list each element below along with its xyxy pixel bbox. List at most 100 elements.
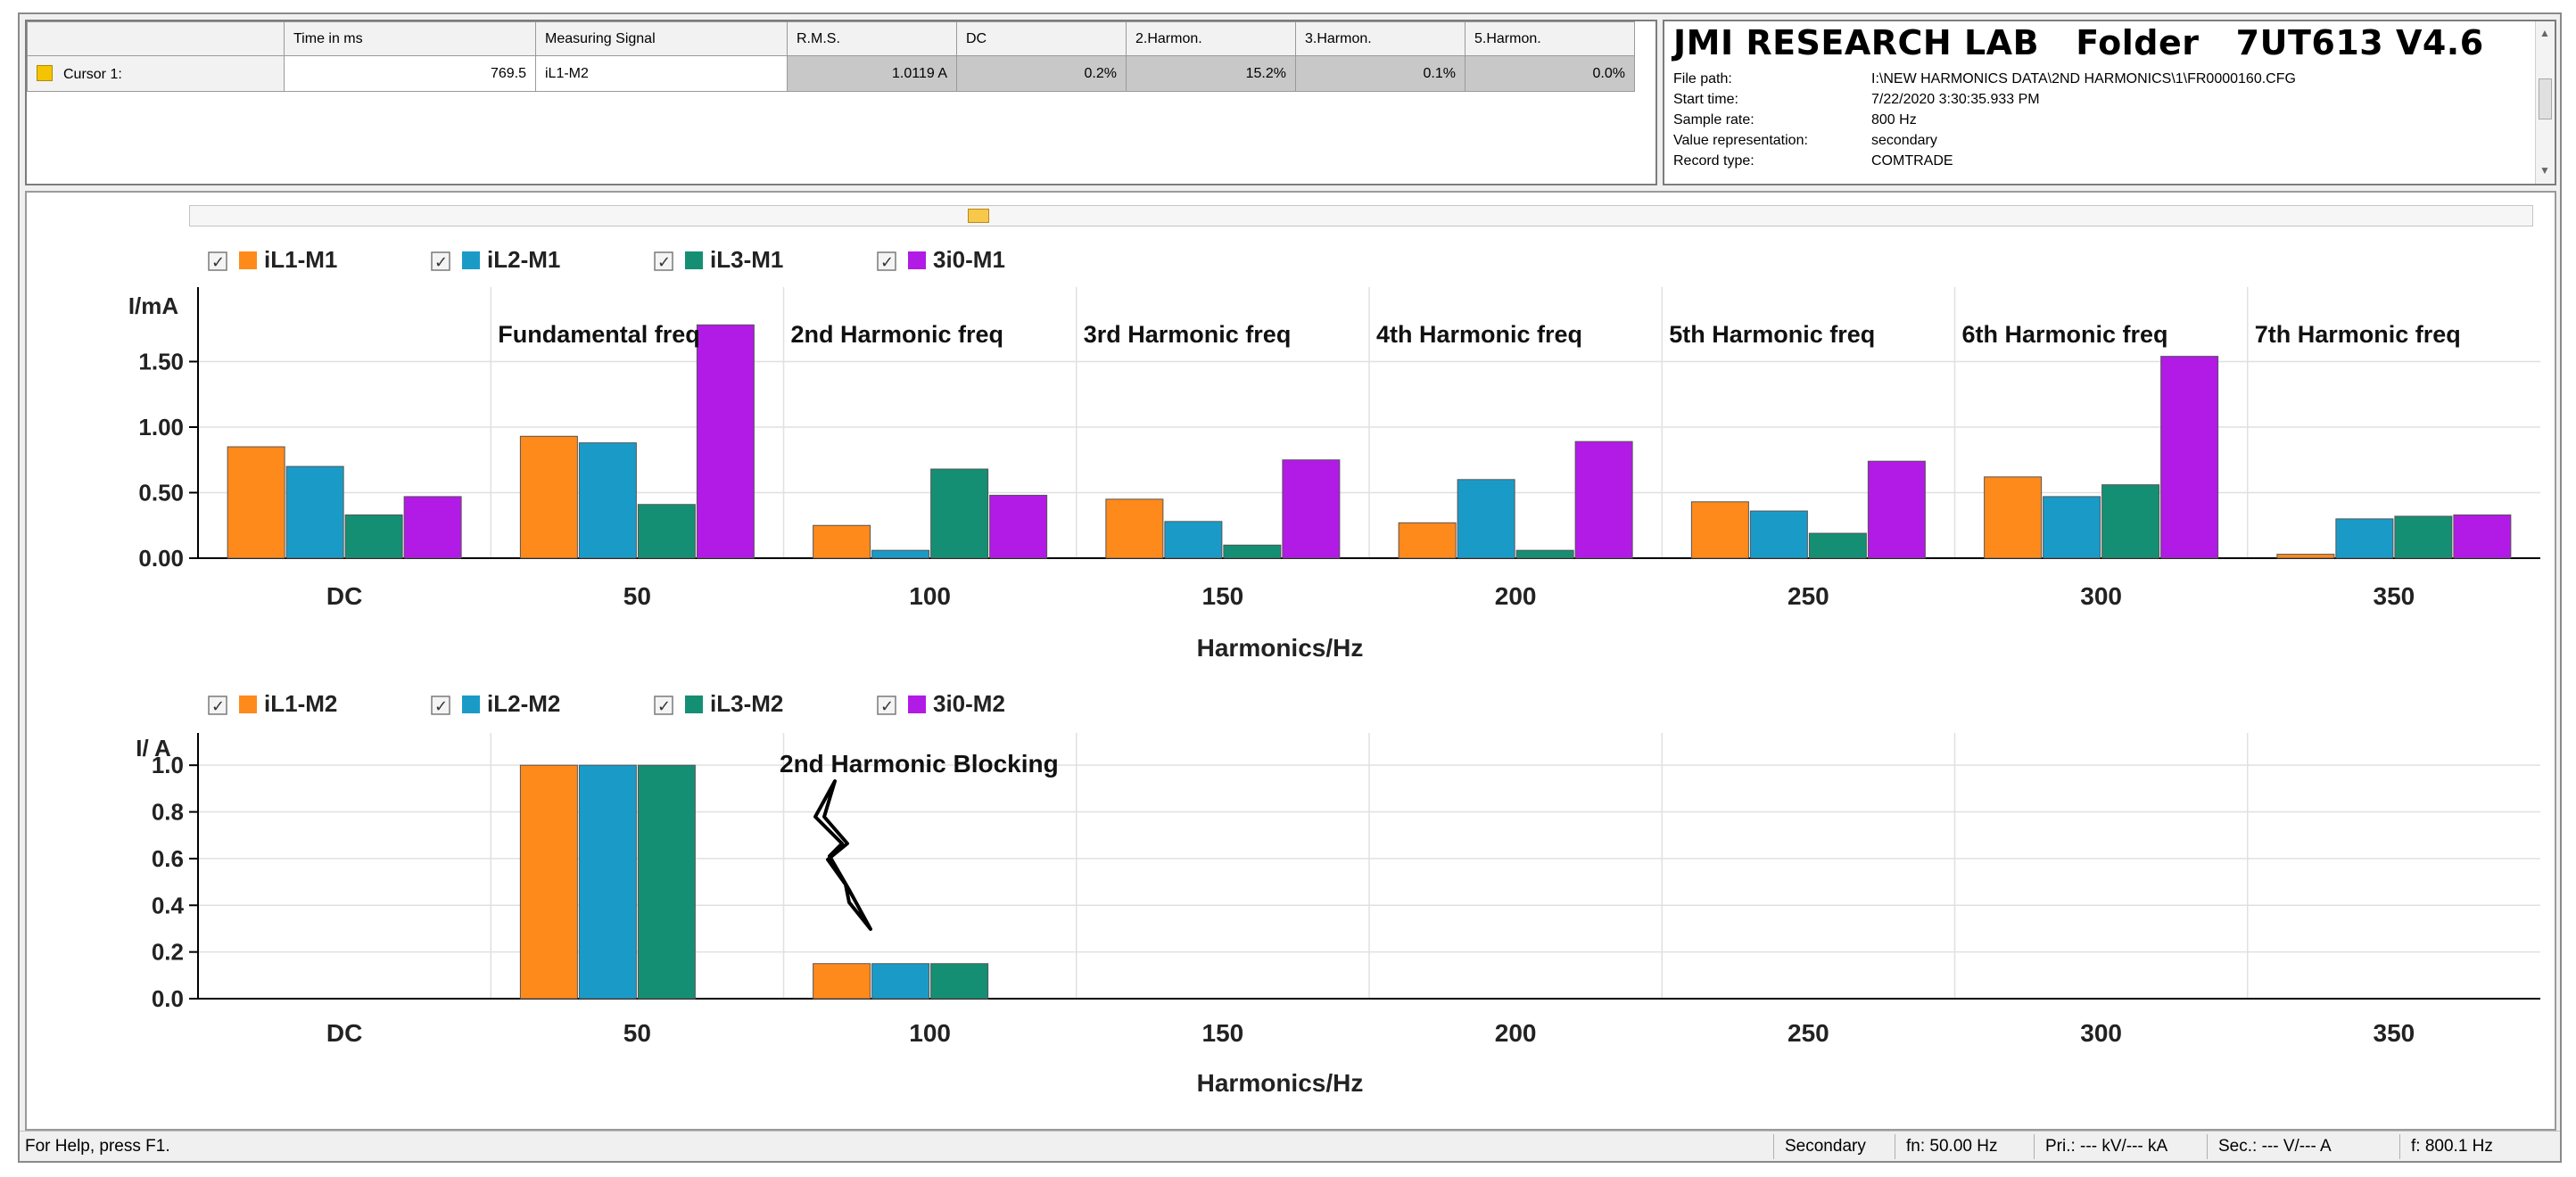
legend-label: iL3-M2	[710, 690, 783, 717]
legend-label: iL3-M1	[710, 246, 783, 273]
bar-il2-m2-100	[871, 963, 930, 1000]
scroll-down-arrow-icon[interactable]: ▼	[2539, 164, 2550, 177]
bar-il2-m1-300	[2043, 496, 2101, 559]
legend-checkbox[interactable]	[877, 251, 896, 271]
checkmark-icon: ✓	[211, 697, 225, 715]
x-category-label: 200	[1495, 1019, 1537, 1047]
checkmark-icon: ✓	[434, 253, 448, 271]
time-cursor-handle[interactable]	[968, 209, 989, 223]
bar-3i0-m1-50	[696, 324, 755, 559]
bar-il1-m1-100	[813, 524, 871, 559]
y-tick-label: 0.4	[152, 892, 185, 918]
col-header-time[interactable]: Time in ms	[284, 21, 536, 56]
legend-swatch	[462, 251, 480, 269]
bar-il2-m1-350	[2335, 518, 2394, 559]
cursor-row[interactable]: Cursor 1: 769.5 iL1-M2 1.0119 A 0.2% 15.…	[27, 55, 1635, 92]
info-value: 7/22/2020 3:30:35.933 PM	[1871, 92, 2040, 107]
group-label: 2nd Harmonic freq	[791, 321, 1004, 348]
bar-3i0-m1-100	[989, 494, 1048, 559]
cursor-rms-cell: 1.0119 A	[787, 55, 957, 92]
info-scrollbar[interactable]: ▲ ▼	[2535, 21, 2555, 184]
col-header-rms[interactable]: R.M.S.	[787, 21, 957, 56]
y-axis-label: I/ A	[136, 735, 171, 761]
legend-label: iL1-M1	[264, 246, 337, 273]
info-value: 800 Hz	[1871, 112, 1917, 128]
legend-swatch	[908, 696, 926, 713]
bar-il2-m1-150	[1164, 521, 1223, 559]
x-category-label: 150	[1202, 582, 1244, 610]
legend-swatch	[685, 251, 703, 269]
legend-item-il1-m1[interactable]: ✓ iL1-M1	[208, 246, 337, 273]
chart-panel-2: ✓ iL1-M2 ✓ iL2-M2 ✓ iL3-M2 ✓ 3i0-M2 0.0 0.2 0.4 0.6…	[136, 690, 2540, 1093]
time-scrollbar[interactable]	[189, 205, 2533, 226]
x-category-label: 150	[1202, 1019, 1244, 1047]
scroll-up-arrow-icon[interactable]: ▲	[2539, 27, 2550, 39]
col-header-signal[interactable]: Measuring Signal	[535, 21, 788, 56]
legend-item-il3-m1[interactable]: ✓ iL3-M1	[654, 246, 783, 273]
info-scrollbar-thumb[interactable]	[2539, 78, 2552, 119]
legend-item-il2-m1[interactable]: ✓ iL2-M1	[431, 246, 560, 273]
bar-il3-m1-50	[637, 504, 696, 559]
cursor-dc-cell: 0.2%	[956, 55, 1127, 92]
legend-item-il1-m2[interactable]: ✓ iL1-M2	[208, 690, 337, 717]
legend-checkbox[interactable]	[654, 251, 673, 271]
info-key: Record type:	[1673, 153, 1754, 169]
bar-3i0-m1-200	[1574, 440, 1633, 559]
checkmark-icon: ✓	[880, 253, 894, 271]
legend-checkbox[interactable]	[208, 696, 227, 715]
record-title: JMI RESEARCH LAB Folder 7UT613 V4.6	[1673, 23, 2484, 62]
application-window: Time in ms Measuring Signal R.M.S. DC 2.…	[18, 12, 2562, 1163]
legend-swatch	[239, 696, 257, 713]
legend-checkbox[interactable]	[431, 251, 450, 271]
status-help-text: For Help, press F1.	[25, 1137, 170, 1156]
y-tick-label: 0.8	[152, 799, 184, 826]
x-category-label: DC	[326, 1019, 362, 1047]
x-category-label: 250	[1788, 582, 1829, 610]
col-header-h5[interactable]: 5.Harmon.	[1465, 21, 1635, 56]
record-info-pane: JMI RESEARCH LAB Folder 7UT613 V4.6 File…	[1663, 20, 2556, 185]
y-tick-label: 0.50	[138, 480, 184, 506]
bar-il3-m1-150	[1223, 544, 1282, 559]
cursor-h5-cell: 0.0%	[1465, 55, 1635, 92]
legend-item-il2-m2[interactable]: ✓ iL2-M2	[431, 690, 560, 717]
cursor-row-label-cell[interactable]: Cursor 1:	[27, 55, 285, 92]
bar-il3-m1-300	[2101, 484, 2160, 559]
cursor-color-swatch	[37, 64, 53, 81]
legend-item-3i0-m1[interactable]: ✓ 3i0-M1	[877, 246, 1005, 273]
bar-il3-m1-100	[930, 468, 989, 559]
status-bar: For Help, press F1. Secondary fn: 50.00 …	[20, 1131, 2560, 1161]
group-label: 4th Harmonic freq	[1376, 321, 1582, 348]
col-header-h3[interactable]: 3.Harmon.	[1295, 21, 1466, 56]
bar-il1-m1-250	[1690, 501, 1749, 559]
legend-checkbox[interactable]	[431, 696, 450, 715]
bar-il3-m1-350	[2394, 515, 2453, 559]
x-category-label: 100	[909, 582, 951, 610]
col-header-h2[interactable]: 2.Harmon.	[1126, 21, 1296, 56]
legend-checkbox[interactable]	[877, 696, 896, 715]
cursor-table-pane: Time in ms Measuring Signal R.M.S. DC 2.…	[25, 20, 1657, 185]
info-key: File path:	[1673, 71, 1732, 86]
x-axis-label: Harmonics/Hz	[1197, 1069, 1364, 1093]
cursor-table-header: Time in ms Measuring Signal R.M.S. DC 2.…	[27, 21, 1635, 56]
legend-checkbox[interactable]	[654, 696, 673, 715]
col-header-dc[interactable]: DC	[956, 21, 1127, 56]
x-category-label: 300	[2080, 582, 2122, 610]
harmonics-chart-area: ✓ iL1-M1 ✓ iL2-M1 ✓ iL3-M1 ✓ 3i0-M1 0.00 0.50 1.00…	[25, 191, 2556, 1131]
cursor-h2-cell: 15.2%	[1126, 55, 1296, 92]
legend-item-il3-m2[interactable]: ✓ iL3-M2	[654, 690, 783, 717]
status-frequency: f: 800.1 Hz	[2399, 1134, 2493, 1159]
cursor-signal-cell[interactable]: iL1-M2	[535, 55, 788, 92]
bar-il2-m1-50	[578, 442, 637, 559]
bar-3i0-m1-300	[2160, 356, 2219, 559]
group-label: 5th Harmonic freq	[1669, 321, 1875, 348]
bar-il1-m1-150	[1105, 498, 1164, 559]
bar-3i0-m1-150	[1282, 459, 1341, 559]
legend-label: 3i0-M1	[933, 246, 1005, 273]
bar-3i0-m1-250	[1867, 460, 1926, 559]
info-row-start-time: Start time: 7/22/2020 3:30:35.933 PM	[1673, 92, 2040, 108]
legend-checkbox[interactable]	[208, 251, 227, 271]
x-category-label: 50	[623, 1019, 651, 1047]
y-axis-label: I/mA	[128, 292, 179, 319]
cursor-time-cell[interactable]: 769.5	[284, 55, 536, 92]
legend-item-3i0-m2[interactable]: ✓ 3i0-M2	[877, 690, 1005, 717]
